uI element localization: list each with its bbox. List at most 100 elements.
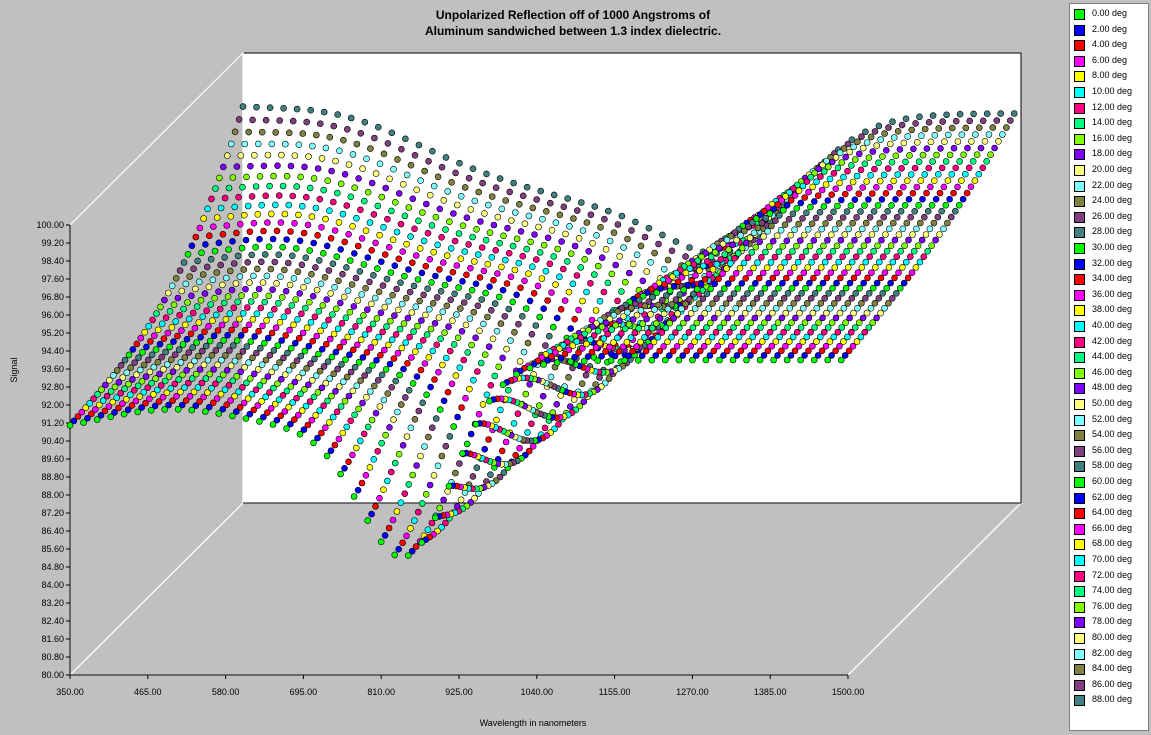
data-point xyxy=(332,305,340,313)
data-point xyxy=(954,183,961,191)
data-point xyxy=(825,289,832,297)
data-point xyxy=(871,299,879,307)
data-point xyxy=(895,269,902,277)
data-point xyxy=(329,260,337,268)
data-point xyxy=(131,359,138,367)
data-point xyxy=(224,152,231,159)
data-point xyxy=(476,274,484,281)
data-point xyxy=(228,286,236,294)
data-point xyxy=(431,319,439,327)
data-point xyxy=(873,142,881,149)
y-tick-label: 95.20 xyxy=(41,328,64,338)
data-point xyxy=(733,352,741,359)
legend-label: 24.00 deg xyxy=(1092,195,1133,206)
data-point xyxy=(796,274,804,282)
data-point xyxy=(211,294,218,302)
data-point xyxy=(768,222,775,230)
x-tick-label: 1155.00 xyxy=(599,687,631,697)
data-point xyxy=(882,231,889,238)
data-point xyxy=(665,352,673,359)
data-point xyxy=(899,225,907,233)
data-point xyxy=(431,514,439,522)
data-point xyxy=(857,333,865,341)
data-point xyxy=(475,410,483,418)
data-point xyxy=(709,265,717,273)
y-tick-label: 91.20 xyxy=(41,418,64,428)
data-point xyxy=(800,269,808,277)
data-point xyxy=(698,253,705,261)
data-point xyxy=(384,215,391,223)
data-point xyxy=(724,280,732,287)
data-point xyxy=(461,184,469,191)
data-point xyxy=(872,225,880,233)
data-point xyxy=(386,424,393,431)
data-point xyxy=(494,270,501,277)
data-point xyxy=(124,406,132,414)
data-point xyxy=(656,347,664,355)
data-point xyxy=(999,131,1006,138)
data-point xyxy=(861,202,868,209)
data-point xyxy=(200,361,208,369)
data-point xyxy=(243,343,251,350)
data-point xyxy=(862,258,870,266)
data-point xyxy=(231,392,238,400)
data-point xyxy=(147,338,154,345)
data-point xyxy=(556,273,563,281)
data-point xyxy=(732,304,740,312)
data-point xyxy=(203,307,210,315)
data-point xyxy=(187,330,195,338)
data-point xyxy=(566,403,574,410)
data-point xyxy=(191,357,198,365)
data-point xyxy=(363,306,371,314)
data-point xyxy=(446,433,454,440)
data-point xyxy=(812,253,819,261)
data-point xyxy=(240,309,247,317)
data-point xyxy=(944,131,952,139)
data-point xyxy=(781,221,789,228)
data-point xyxy=(807,173,815,181)
data-point xyxy=(754,259,761,266)
data-point xyxy=(826,338,834,345)
data-point xyxy=(882,190,890,197)
data-point xyxy=(196,224,204,232)
data-point xyxy=(293,394,300,402)
data-point xyxy=(386,360,394,368)
data-point xyxy=(415,217,422,225)
data-point xyxy=(287,162,295,170)
data-points xyxy=(66,103,1018,559)
data-point xyxy=(281,371,289,379)
data-point xyxy=(610,339,617,346)
data-point xyxy=(219,281,226,289)
data-point xyxy=(220,337,227,344)
data-point xyxy=(402,339,410,346)
data-point xyxy=(262,116,270,124)
data-point xyxy=(174,294,182,302)
data-point xyxy=(749,333,757,341)
data-point xyxy=(494,213,502,221)
data-point xyxy=(307,106,315,114)
data-point xyxy=(450,341,458,348)
data-point xyxy=(481,445,489,453)
data-point xyxy=(379,328,386,336)
data-point xyxy=(291,220,298,227)
data-point xyxy=(549,323,557,331)
data-point xyxy=(782,274,790,282)
data-point xyxy=(952,164,960,172)
data-point xyxy=(751,279,759,287)
data-point xyxy=(737,314,745,322)
data-point xyxy=(678,305,685,313)
data-point xyxy=(762,248,769,256)
data-point xyxy=(303,364,310,372)
data-point xyxy=(446,218,453,225)
data-point xyxy=(479,179,486,187)
data-point xyxy=(171,380,179,388)
data-point xyxy=(782,342,789,350)
data-point xyxy=(233,372,241,380)
data-point xyxy=(637,338,644,346)
legend-swatch xyxy=(1074,149,1085,161)
data-point xyxy=(604,207,612,215)
data-point xyxy=(355,405,362,413)
data-point xyxy=(426,255,434,263)
data-point xyxy=(646,343,654,350)
data-point xyxy=(836,149,844,157)
